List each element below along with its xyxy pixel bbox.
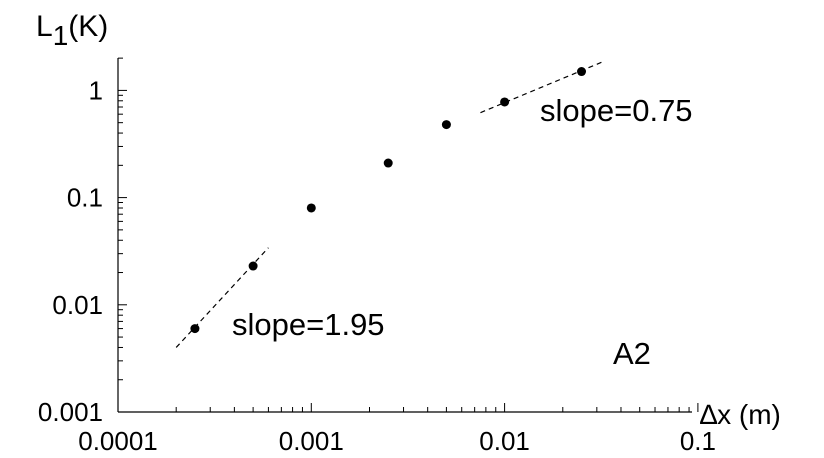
data-point [306,203,316,213]
data-point [577,67,587,77]
y-tick-label: 0.001 [38,397,103,427]
y-axis-label-sub: 1 [53,20,69,51]
x-tick-label: 0.001 [279,426,344,456]
y-ticks: 0.001 0.01 0.1 1 [38,57,127,427]
x-tick-label: 0.1 [680,426,716,456]
slope-annotation-upper: slope=0.75 [540,93,693,128]
x-ticks: 0.0001 0.001 0.01 0.1 [78,403,716,456]
slope-annotation-lower: slope=1.95 [232,307,385,342]
y-tick-label: 0.1 [67,183,103,213]
y-tick-label: 1 [89,75,103,105]
x-tick-label: 0.0001 [78,426,158,456]
y-tick-label: 0.01 [52,290,103,320]
y-axis-label-rest: (K) [68,10,108,43]
data-point [383,158,393,168]
x-tick-label: 0.01 [479,426,530,456]
x-axis-label: ∆x (m) [700,399,781,430]
data-point [441,120,451,130]
y-axis-label: L1(K) [36,10,108,51]
panel-label: A2 [613,336,651,371]
data-points [190,67,587,334]
data-point [248,261,258,271]
data-point [500,97,510,107]
data-point [190,324,200,334]
y-axis-label-main: L [36,10,53,43]
